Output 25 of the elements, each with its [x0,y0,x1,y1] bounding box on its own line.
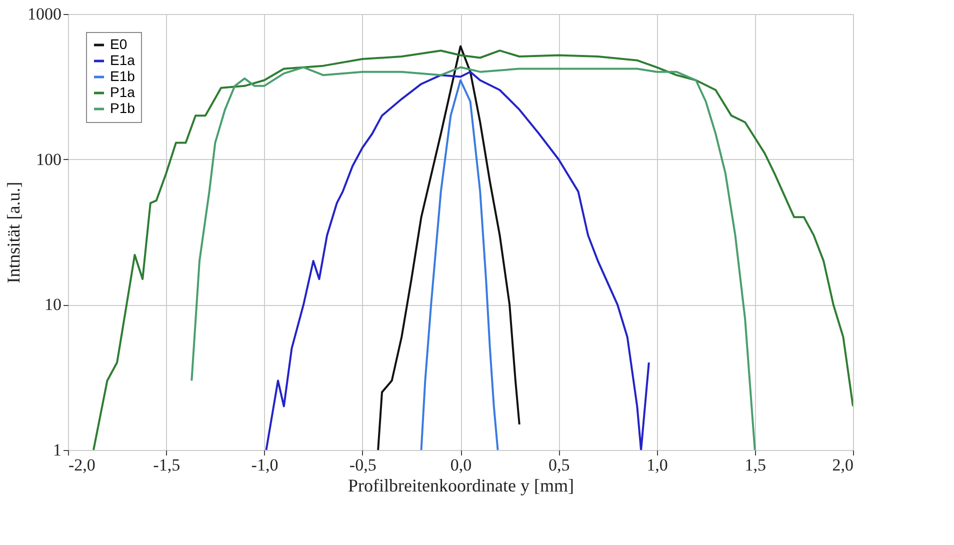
line-series [190,66,756,450]
y-tick-label: 1000 [28,4,62,24]
x-tick-label: -1,5 [153,456,180,474]
x-tick-label: 2,0 [832,456,854,474]
x-tick-label: -1,0 [251,456,278,474]
legend-label: E1a [110,52,136,68]
y-tick-label: 10 [44,295,62,314]
y-axis-title: Intnsität [a.u.] [4,182,24,284]
line-series [92,50,853,450]
x-tick-label: 1,0 [646,456,668,474]
line-series [420,79,499,450]
y-tick-label: 1 [53,440,62,460]
x-tick-label: 0,5 [548,456,570,474]
x-tick-label: -0,5 [349,456,376,474]
x-tick-label: 1,5 [744,456,766,474]
legend-label: P1a [110,84,136,100]
y-tick-label: 100 [36,150,62,169]
legend-label: E1b [110,68,136,84]
legend-label: P1b [110,100,136,116]
x-tick-label: -2,0 [68,456,96,474]
line-series [377,45,520,450]
legend-label: E0 [110,36,128,52]
x-tick-label: 0,0 [450,456,472,474]
line-series [265,70,650,450]
x-axis-title: Profilbreitenkoordinate y [mm] [348,476,574,496]
